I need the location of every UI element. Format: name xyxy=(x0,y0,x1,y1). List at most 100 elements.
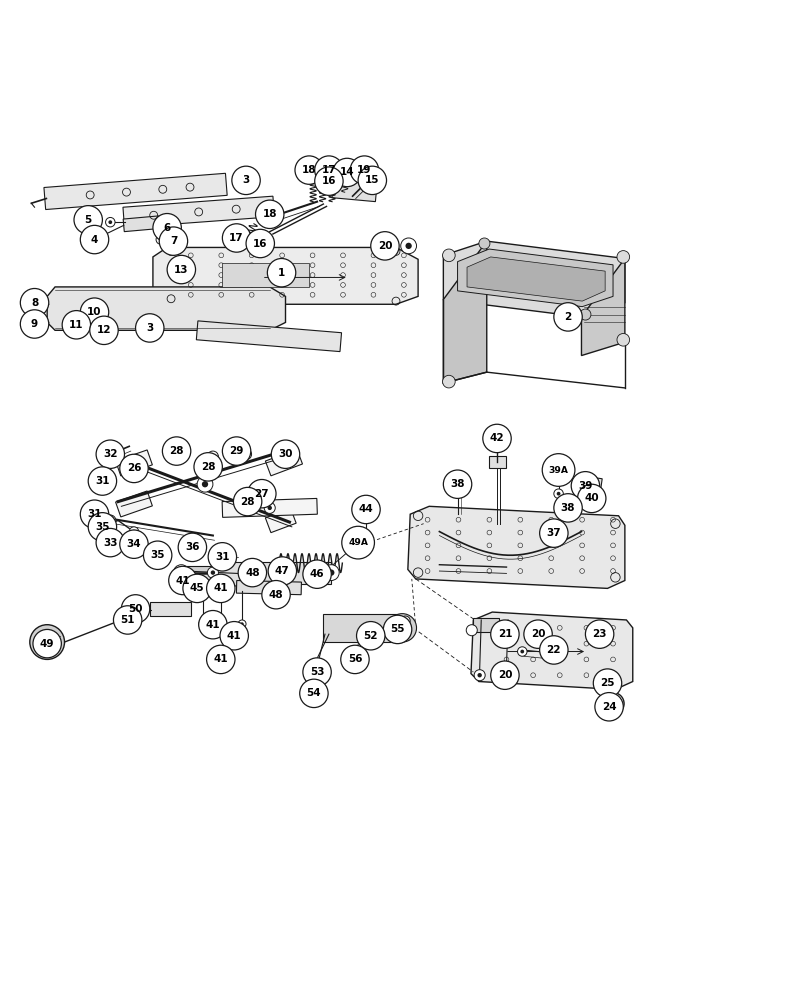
Text: 20: 20 xyxy=(378,241,392,251)
Circle shape xyxy=(268,506,272,510)
Circle shape xyxy=(89,316,118,345)
Polygon shape xyxy=(181,566,213,580)
Circle shape xyxy=(121,595,150,623)
Text: 1: 1 xyxy=(278,268,285,278)
Polygon shape xyxy=(116,491,152,517)
Polygon shape xyxy=(584,492,603,502)
Polygon shape xyxy=(124,216,160,232)
Circle shape xyxy=(74,322,78,325)
Text: 35: 35 xyxy=(150,550,165,560)
Circle shape xyxy=(208,567,219,578)
Circle shape xyxy=(80,298,109,326)
Circle shape xyxy=(96,473,109,486)
Circle shape xyxy=(466,625,478,636)
Circle shape xyxy=(234,487,262,516)
Circle shape xyxy=(224,554,229,559)
Circle shape xyxy=(274,591,278,595)
Circle shape xyxy=(211,570,215,575)
Text: 28: 28 xyxy=(241,497,255,507)
Circle shape xyxy=(120,530,148,558)
Polygon shape xyxy=(48,287,285,330)
Text: 15: 15 xyxy=(365,175,379,185)
Text: 53: 53 xyxy=(310,667,325,677)
Circle shape xyxy=(30,299,36,304)
Circle shape xyxy=(605,678,613,685)
Text: 10: 10 xyxy=(87,307,101,317)
Circle shape xyxy=(268,557,296,585)
Circle shape xyxy=(503,670,507,674)
Polygon shape xyxy=(123,196,274,228)
Circle shape xyxy=(88,508,101,521)
Circle shape xyxy=(500,667,510,678)
Circle shape xyxy=(220,622,249,650)
Text: 2: 2 xyxy=(565,312,572,322)
Circle shape xyxy=(303,560,331,588)
Circle shape xyxy=(539,519,568,547)
Circle shape xyxy=(187,540,198,551)
Text: 30: 30 xyxy=(278,449,293,459)
Polygon shape xyxy=(332,179,377,202)
Circle shape xyxy=(554,303,582,331)
Circle shape xyxy=(177,573,188,584)
Circle shape xyxy=(194,453,223,481)
Circle shape xyxy=(93,237,97,242)
Text: 31: 31 xyxy=(95,476,109,486)
Circle shape xyxy=(89,234,100,245)
Circle shape xyxy=(474,670,485,681)
Circle shape xyxy=(173,565,189,581)
Circle shape xyxy=(323,565,339,581)
Circle shape xyxy=(208,451,219,462)
Circle shape xyxy=(406,243,412,249)
Text: 48: 48 xyxy=(268,590,284,600)
Circle shape xyxy=(30,321,36,327)
Text: 28: 28 xyxy=(201,462,215,472)
Polygon shape xyxy=(408,506,625,588)
Circle shape xyxy=(443,249,455,262)
Circle shape xyxy=(100,477,105,482)
Text: 18: 18 xyxy=(302,165,317,175)
Text: 24: 24 xyxy=(602,702,616,712)
Circle shape xyxy=(105,217,115,227)
Circle shape xyxy=(27,318,40,330)
Text: 48: 48 xyxy=(245,568,260,578)
Text: 41: 41 xyxy=(214,654,228,664)
Text: 46: 46 xyxy=(310,569,325,579)
Circle shape xyxy=(600,673,618,690)
Text: 12: 12 xyxy=(97,325,111,335)
Circle shape xyxy=(129,527,139,536)
Text: 20: 20 xyxy=(531,629,546,639)
Circle shape xyxy=(342,526,375,559)
Circle shape xyxy=(132,530,136,533)
Circle shape xyxy=(328,569,334,576)
Circle shape xyxy=(356,622,385,650)
Circle shape xyxy=(448,473,467,492)
Circle shape xyxy=(109,220,112,224)
Circle shape xyxy=(74,206,102,234)
Circle shape xyxy=(159,227,188,255)
Circle shape xyxy=(216,578,226,588)
Text: 21: 21 xyxy=(497,629,512,639)
Circle shape xyxy=(241,449,252,460)
Text: 17: 17 xyxy=(229,233,244,243)
Circle shape xyxy=(126,617,130,621)
Circle shape xyxy=(211,454,215,459)
Circle shape xyxy=(158,227,163,232)
Circle shape xyxy=(371,232,399,260)
Circle shape xyxy=(573,508,577,511)
Text: 23: 23 xyxy=(592,629,607,639)
Polygon shape xyxy=(213,562,331,584)
Text: 55: 55 xyxy=(390,624,405,634)
Circle shape xyxy=(208,543,237,571)
Polygon shape xyxy=(581,258,625,356)
Circle shape xyxy=(401,238,417,254)
Polygon shape xyxy=(578,476,602,493)
Circle shape xyxy=(86,309,90,312)
Circle shape xyxy=(312,667,318,673)
Circle shape xyxy=(265,502,276,513)
Text: 26: 26 xyxy=(127,463,141,473)
Text: 41: 41 xyxy=(214,583,228,593)
Text: 37: 37 xyxy=(546,528,562,538)
Text: 20: 20 xyxy=(497,670,512,680)
Text: 54: 54 xyxy=(307,688,322,698)
Circle shape xyxy=(248,479,276,508)
